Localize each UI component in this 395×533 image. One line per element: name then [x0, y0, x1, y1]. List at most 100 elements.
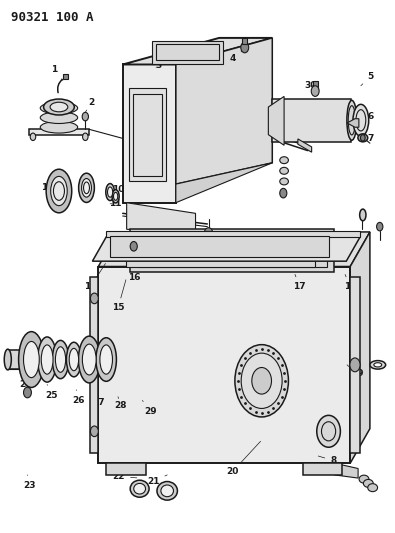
Text: 9: 9: [211, 230, 228, 244]
Polygon shape: [98, 266, 350, 463]
Bar: [156, 44, 219, 60]
Ellipse shape: [368, 483, 378, 491]
Polygon shape: [106, 231, 360, 237]
Ellipse shape: [134, 483, 145, 494]
Text: 16: 16: [128, 253, 141, 281]
Polygon shape: [176, 163, 272, 203]
Bar: [133, 94, 162, 176]
Bar: [152, 41, 223, 64]
Bar: [8, 350, 90, 369]
Bar: [138, 235, 327, 266]
Ellipse shape: [83, 344, 96, 375]
Text: 1: 1: [51, 66, 63, 80]
Circle shape: [241, 353, 282, 408]
Text: 3: 3: [155, 61, 161, 70]
Ellipse shape: [374, 363, 382, 367]
Ellipse shape: [79, 336, 100, 383]
Text: 5: 5: [361, 71, 374, 86]
Text: 30: 30: [305, 81, 317, 90]
Polygon shape: [268, 96, 284, 146]
Ellipse shape: [46, 169, 72, 213]
Text: 2: 2: [85, 98, 94, 112]
Ellipse shape: [40, 112, 78, 124]
Polygon shape: [92, 237, 360, 261]
Text: 11: 11: [109, 199, 121, 208]
Text: 14: 14: [84, 263, 105, 291]
Bar: [110, 236, 329, 257]
Circle shape: [90, 426, 98, 437]
Ellipse shape: [280, 178, 288, 185]
Circle shape: [241, 42, 249, 53]
Ellipse shape: [161, 485, 173, 497]
Circle shape: [90, 293, 98, 304]
Polygon shape: [123, 38, 272, 64]
Text: 25: 25: [45, 384, 57, 400]
Polygon shape: [127, 203, 196, 235]
Text: 22: 22: [113, 472, 137, 481]
Polygon shape: [298, 139, 312, 152]
Circle shape: [178, 236, 184, 244]
Ellipse shape: [107, 187, 113, 197]
Text: 27: 27: [92, 393, 105, 407]
Circle shape: [30, 133, 36, 141]
Ellipse shape: [55, 347, 66, 372]
Bar: [313, 82, 318, 90]
Ellipse shape: [363, 479, 373, 487]
Polygon shape: [350, 232, 370, 463]
Circle shape: [90, 360, 98, 370]
Ellipse shape: [280, 167, 288, 174]
Circle shape: [311, 86, 319, 96]
Ellipse shape: [113, 192, 118, 200]
Circle shape: [376, 222, 383, 231]
Ellipse shape: [52, 341, 69, 378]
Text: 20: 20: [227, 441, 261, 475]
Text: 19: 19: [347, 365, 363, 378]
Text: 10: 10: [112, 185, 124, 194]
Polygon shape: [303, 463, 342, 475]
Ellipse shape: [66, 342, 81, 377]
Ellipse shape: [51, 176, 67, 206]
Ellipse shape: [43, 99, 74, 115]
Circle shape: [24, 387, 31, 398]
Polygon shape: [272, 99, 351, 142]
Polygon shape: [106, 463, 145, 475]
Circle shape: [317, 415, 340, 447]
Ellipse shape: [40, 102, 78, 114]
Bar: [130, 229, 335, 272]
Ellipse shape: [358, 134, 368, 142]
Ellipse shape: [41, 345, 53, 374]
Text: 90321 100 A: 90321 100 A: [11, 11, 93, 25]
Circle shape: [83, 133, 88, 141]
Polygon shape: [98, 232, 370, 266]
Ellipse shape: [280, 157, 288, 164]
Circle shape: [350, 358, 360, 372]
Ellipse shape: [96, 338, 117, 381]
Text: 13: 13: [41, 183, 59, 192]
Text: 28: 28: [115, 397, 127, 410]
Polygon shape: [335, 463, 358, 478]
Circle shape: [361, 135, 365, 141]
Ellipse shape: [4, 349, 11, 370]
Text: 18: 18: [344, 274, 356, 291]
Ellipse shape: [79, 173, 94, 203]
Circle shape: [139, 236, 145, 244]
Text: 7: 7: [363, 134, 374, 143]
Circle shape: [82, 112, 88, 121]
Ellipse shape: [82, 179, 91, 197]
Ellipse shape: [40, 122, 78, 133]
Ellipse shape: [130, 480, 149, 497]
Ellipse shape: [353, 104, 369, 136]
Text: 6: 6: [359, 112, 374, 121]
Polygon shape: [350, 277, 360, 453]
Ellipse shape: [360, 209, 366, 221]
Ellipse shape: [69, 349, 79, 370]
Bar: [243, 38, 247, 44]
Ellipse shape: [359, 475, 369, 483]
Ellipse shape: [24, 342, 39, 377]
Circle shape: [235, 345, 288, 417]
Circle shape: [130, 241, 137, 251]
Polygon shape: [123, 64, 176, 203]
Ellipse shape: [19, 332, 44, 387]
Ellipse shape: [157, 481, 177, 500]
Text: 23: 23: [23, 475, 35, 490]
